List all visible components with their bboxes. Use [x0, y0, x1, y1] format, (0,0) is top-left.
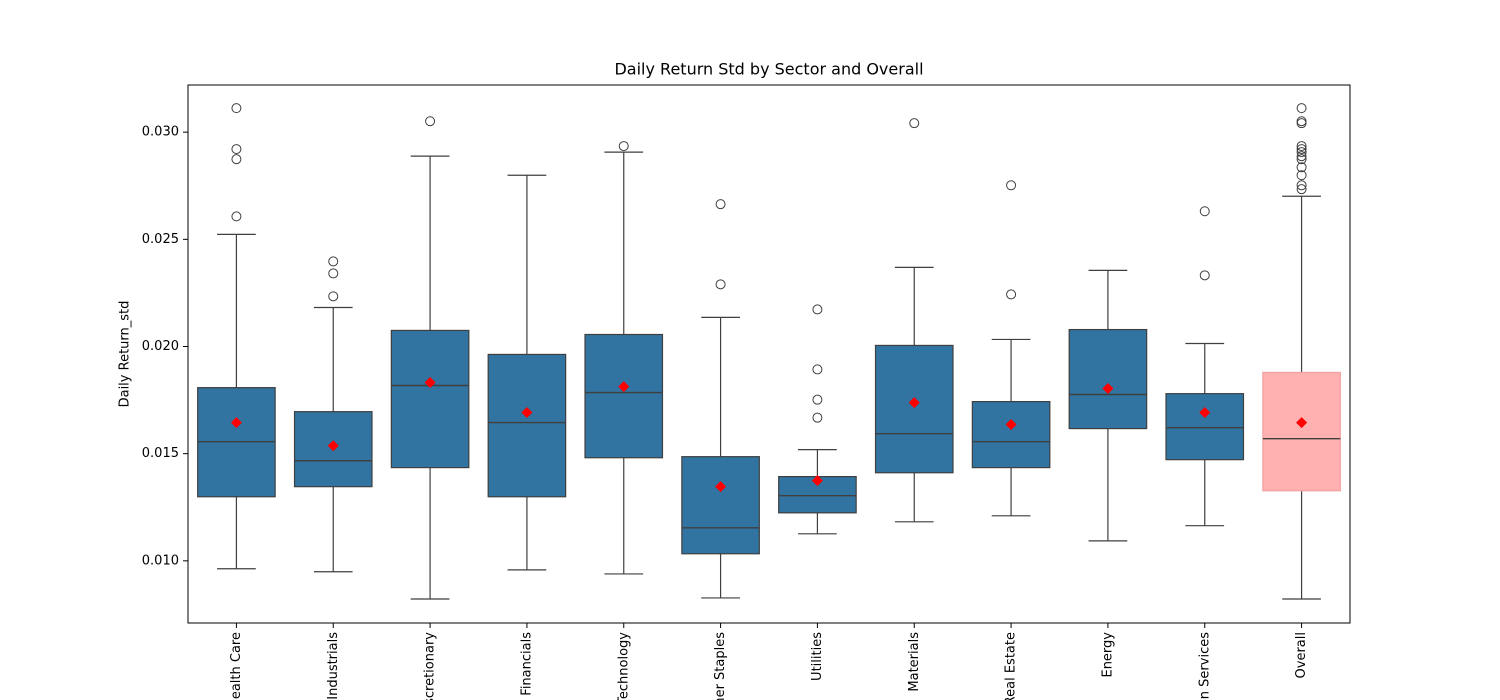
outlier	[1296, 118, 1307, 129]
x-tick-label: Energy	[1100, 632, 1115, 678]
outlier	[1199, 270, 1210, 281]
outlier	[1296, 144, 1307, 155]
outlier	[1296, 162, 1307, 173]
outlier	[812, 394, 823, 405]
outlier	[1296, 170, 1307, 181]
outlier	[231, 211, 242, 222]
outlier	[1199, 206, 1210, 217]
box	[874, 344, 954, 474]
outlier	[812, 304, 823, 315]
x-tick-label: Real Estate	[1004, 632, 1019, 700]
mean-marker	[230, 417, 242, 429]
mean-marker	[521, 407, 533, 419]
outlier	[812, 412, 823, 423]
y-tick-label: 0.020	[142, 339, 179, 354]
mean-marker	[715, 481, 727, 493]
y-axis-label: Daily Return_std	[118, 301, 133, 408]
mean-marker	[424, 377, 436, 389]
x-tick-label: Overall	[1294, 632, 1309, 678]
mean-marker	[811, 475, 823, 487]
box	[487, 353, 567, 498]
x-tick-label: Utilities	[810, 632, 825, 681]
outlier	[1296, 151, 1307, 162]
x-tick-label: Health Care	[229, 632, 244, 700]
x-tick-label: Information Technology	[616, 632, 631, 700]
mean-marker	[327, 440, 339, 452]
x-tick-label: Consumer Staples	[713, 632, 728, 700]
box	[971, 400, 1051, 469]
y-tick-label: 0.015	[142, 446, 179, 461]
outlier	[425, 116, 436, 127]
outlier	[231, 103, 242, 114]
outlier	[1296, 141, 1307, 152]
box	[1068, 328, 1148, 430]
mean-marker	[1102, 383, 1114, 395]
outlier	[1296, 184, 1307, 195]
outlier	[1006, 180, 1017, 191]
x-tick-label: Materials	[907, 632, 922, 692]
plot-frame	[187, 84, 1351, 624]
x-tick-label: Financials	[519, 632, 534, 696]
outlier	[328, 291, 339, 302]
x-tick-label: Consumer Discretionary	[423, 632, 438, 700]
box	[584, 333, 664, 459]
outlier	[715, 199, 726, 210]
box	[390, 329, 470, 469]
box	[681, 456, 760, 555]
outlier	[1006, 289, 1017, 300]
outlier	[328, 256, 339, 267]
chart-title: Daily Return Std by Sector and Overall	[614, 60, 923, 79]
outlier	[909, 118, 920, 129]
box	[1165, 393, 1245, 461]
outlier	[1296, 147, 1307, 158]
mean-marker	[1005, 419, 1017, 431]
outlier	[812, 364, 823, 375]
outlier	[1296, 116, 1307, 127]
outlier	[1296, 180, 1307, 191]
mean-marker	[618, 381, 630, 393]
outlier	[1296, 154, 1307, 165]
outlier	[231, 144, 242, 155]
mean-marker	[1296, 417, 1308, 429]
x-tick-label: Industrials	[326, 632, 341, 700]
outlier	[1296, 103, 1307, 114]
y-tick-label: 0.010	[142, 553, 179, 568]
mean-marker	[1199, 407, 1211, 419]
y-tick-label: 0.025	[142, 232, 179, 247]
outlier	[328, 268, 339, 279]
y-tick-label: 0.030	[142, 125, 179, 140]
outlier	[231, 154, 242, 165]
x-tick-label: Communication Services	[1197, 632, 1212, 700]
mean-marker	[908, 397, 920, 409]
outlier	[715, 279, 726, 290]
box	[1262, 371, 1341, 492]
outlier	[618, 141, 629, 152]
